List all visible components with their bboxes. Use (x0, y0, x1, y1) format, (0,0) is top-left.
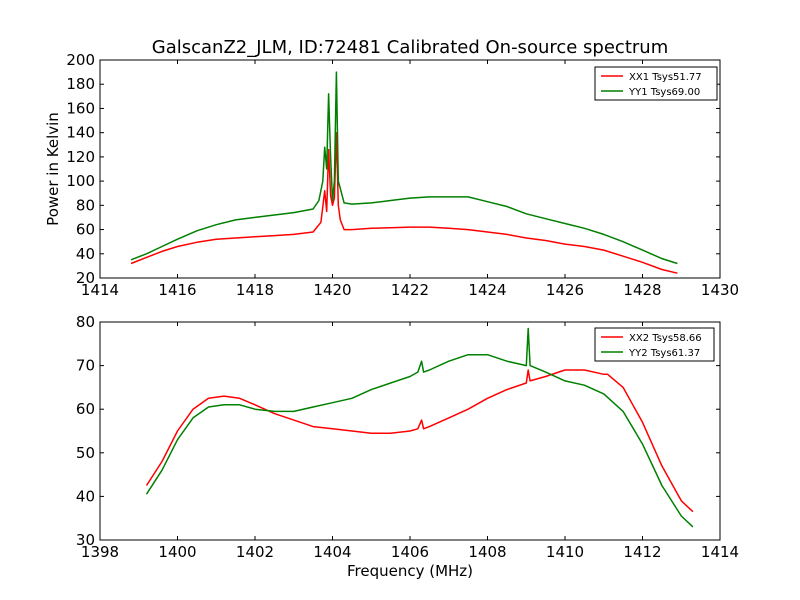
y-tick-label: 20 (76, 269, 95, 287)
legend-entry: YY1 Tsys69.00 (628, 87, 700, 98)
series-line-0-0 (130, 131, 678, 274)
x-tick-label: 1398 (81, 543, 119, 561)
x-tick-label: 1420 (313, 281, 351, 299)
legend-box (594, 66, 718, 101)
x-tick-label: 1428 (623, 281, 661, 299)
xx2-yy2-plot: 1398 1400 1402 1404 1406 1408 1410 1412 1414 30 40… (76, 313, 739, 561)
legend: XX2 Tsys58.66 YY2 Tsys61.37 (594, 327, 715, 362)
legend-entry: YY2 Tsys61.37 (628, 348, 700, 359)
x-tick-label: 1402 (236, 543, 274, 561)
x-tick-label: 1404 (313, 543, 351, 561)
x-tick-label: 1416 (158, 281, 196, 299)
x-tick-label: 1412 (623, 543, 661, 561)
legend-box (594, 327, 715, 362)
y-axis-label-top: Power in Kelvin (44, 112, 62, 226)
y-tick-label: 120 (66, 148, 95, 166)
y-tick-label: 180 (66, 75, 95, 93)
x-tick-label: 1406 (391, 543, 429, 561)
y-tick-label: 70 (76, 357, 95, 375)
x-tick-label: 1410 (546, 543, 584, 561)
x-tick-label: 1414 (701, 543, 739, 561)
series-line-1-0 (145, 369, 694, 513)
y-tick-label: 60 (76, 221, 95, 239)
x-tick-label: 1422 (391, 281, 429, 299)
series-line-1-1 (145, 327, 694, 528)
x-tick-label: 1424 (468, 281, 506, 299)
y-tick-label: 100 (66, 172, 95, 190)
y-tick-label: 30 (76, 531, 95, 549)
y-tick-label: 60 (76, 400, 95, 418)
x-tick-label: 1414 (81, 281, 119, 299)
legend: XX1 Tsys51.77 YY1 Tsys69.00 (594, 66, 718, 101)
x-tick-label: 1430 (701, 281, 739, 299)
y-tick-label: 200 (66, 51, 95, 69)
y-tick-label: 40 (76, 245, 95, 263)
x-tick-label: 1426 (546, 281, 584, 299)
y-tick-label: 140 (66, 124, 95, 142)
y-tick-label: 50 (76, 444, 95, 462)
legend-entry: XX1 Tsys51.77 (629, 72, 702, 83)
xx1-yy1-plot: 1414 1416 1418 1420 1422 1424 1426 1428 1430 20 40… (66, 51, 739, 299)
chart-title: GalscanZ2_JLM, ID:72481 Calibrated On-so… (152, 37, 668, 58)
legend-entry: XX2 Tsys58.66 (629, 333, 702, 344)
y-tick-label: 80 (76, 196, 95, 214)
x-tick-label: 1408 (468, 543, 506, 561)
series-line-0-1 (130, 71, 678, 265)
x-tick-label: 1400 (158, 543, 196, 561)
y-tick-label: 160 (66, 99, 95, 117)
x-tick-label: 1418 (236, 281, 274, 299)
x-axis-label-bottom: Frequency (MHz) (347, 562, 473, 580)
y-tick-label: 80 (76, 313, 95, 331)
y-tick-label: 40 (76, 487, 95, 505)
